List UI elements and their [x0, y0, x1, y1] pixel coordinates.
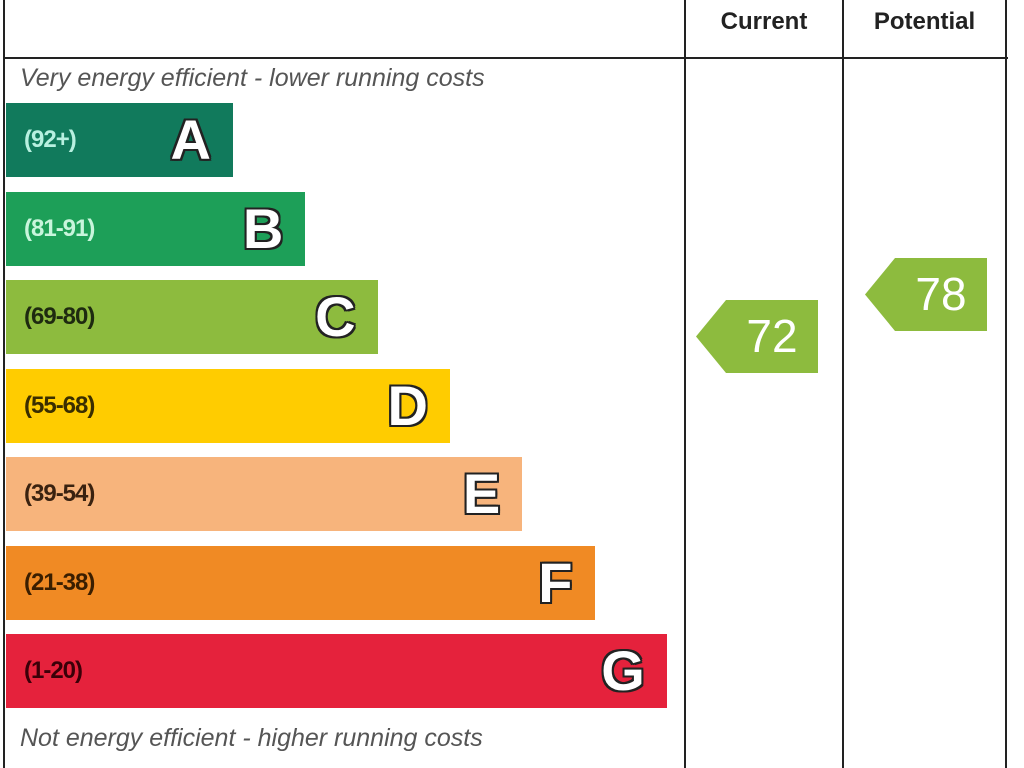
- band-range-label: (21-38): [24, 568, 95, 596]
- current-header: Current: [720, 8, 808, 35]
- band-bar-e: (39-54) E: [6, 457, 523, 531]
- band-letter: E: [462, 462, 501, 525]
- band-bar-c: (69-80) C: [6, 280, 378, 354]
- header-divider: [3, 57, 1008, 59]
- band-bar-g: (1-20) G: [6, 634, 667, 708]
- potential-column-left-border: [842, 0, 844, 768]
- band-letter: F: [538, 550, 573, 614]
- band-range-label: (39-54): [24, 480, 95, 507]
- potential-rating-value: 78: [915, 267, 967, 320]
- current-rating-arrow: 72: [696, 299, 818, 373]
- arrow-shape: [865, 257, 987, 331]
- band-letter: C: [315, 285, 356, 348]
- band-range-label: (55-68): [24, 391, 95, 419]
- band-range-label: (1-20): [24, 657, 83, 684]
- band-range-label: (92+): [24, 126, 77, 153]
- band-letter: D: [387, 373, 428, 437]
- frame-right-border: [1005, 0, 1007, 768]
- bottom-caption: Not energy efficient - higher running co…: [20, 724, 483, 752]
- band-bar-a: (92+) A: [6, 103, 233, 177]
- frame-left-border: [3, 0, 5, 768]
- potential-header: Potential: [873, 8, 976, 35]
- current-column-left-border: [684, 0, 686, 768]
- band-bar-b: (81-91) B: [6, 191, 306, 266]
- potential-rating-arrow: 78: [865, 257, 987, 331]
- band-range-label: (69-80): [24, 303, 95, 330]
- band-range-label: (81-91): [24, 214, 95, 242]
- band-bar-f: (21-38) F: [6, 545, 595, 620]
- band-letter: A: [170, 108, 211, 171]
- band-letter: B: [242, 196, 284, 260]
- current-rating-value: 72: [746, 309, 798, 362]
- band-letter: G: [601, 639, 645, 702]
- top-caption: Very energy efficient - lower running co…: [20, 64, 485, 92]
- band-bar-d: (55-68) D: [6, 368, 450, 443]
- arrow-shape: [696, 299, 818, 373]
